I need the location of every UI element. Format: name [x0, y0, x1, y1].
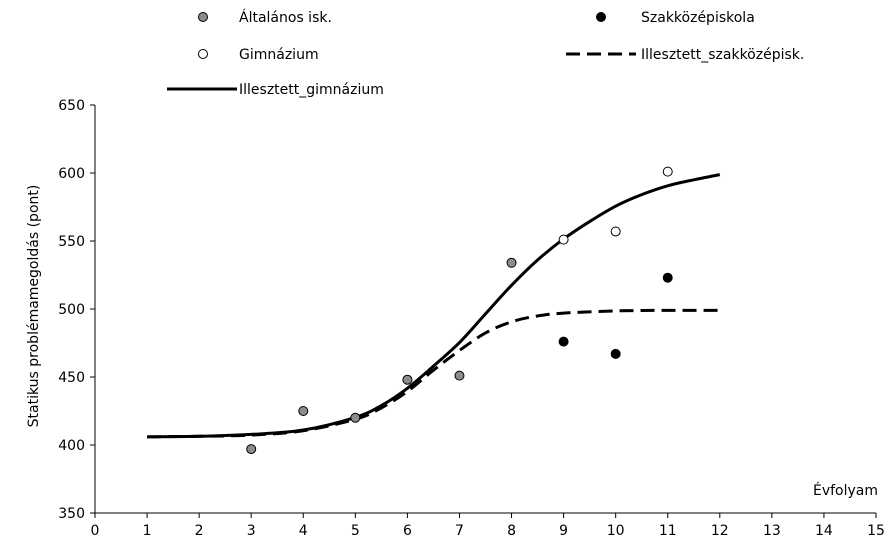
x-tick-label: 11 — [659, 523, 677, 539]
point-altalanos — [506, 257, 517, 268]
x-tick-label: 6 — [403, 523, 412, 539]
point-altalanos — [350, 412, 361, 423]
legend-label-altalanos: Általános isk. — [239, 9, 332, 26]
y-tick-label: 350 — [58, 506, 85, 522]
x-tick-label: 10 — [607, 523, 625, 539]
point-gimnazium — [662, 166, 673, 177]
x-axis-label: Évfolyam — [813, 482, 878, 499]
x-tick-label: 15 — [867, 523, 885, 539]
legend-marker-altalanos — [198, 12, 208, 22]
legend-label-fit-szakkozep: Illesztett_szakközépisk. — [641, 47, 804, 63]
x-tick-label: 4 — [299, 523, 308, 539]
point-szakkozep — [558, 336, 569, 347]
x-tick-label: 0 — [91, 523, 100, 539]
legend-label-gimnazium: Gimnázium — [239, 47, 319, 63]
x-tick-label: 7 — [455, 523, 464, 539]
x-tick-label: 2 — [195, 523, 204, 539]
point-szakkozep — [610, 348, 621, 359]
y-tick-label: 600 — [58, 166, 85, 182]
y-tick-label: 550 — [58, 234, 85, 250]
point-altalanos — [402, 374, 413, 385]
point-szakkozep — [662, 272, 673, 283]
y-axis-label: Statikus problémamegoldás (pont) — [26, 185, 42, 428]
y-tick-label: 500 — [58, 302, 85, 318]
y-tick-label: 400 — [58, 438, 85, 454]
point-altalanos — [246, 444, 257, 455]
point-altalanos — [298, 406, 309, 416]
y-tick-label: 650 — [58, 98, 85, 114]
plot-area — [147, 166, 721, 455]
x-tick-label: 3 — [247, 523, 256, 539]
x-tick-label: 9 — [559, 523, 568, 539]
x-tick-label: 13 — [763, 523, 781, 539]
point-gimnazium — [610, 226, 621, 237]
x-tick-label: 14 — [815, 523, 833, 539]
y-tick-label: 450 — [58, 370, 85, 386]
legend: Általános isk. Szakközépiskola Gimnázium… — [167, 9, 804, 98]
x-tick-label: 8 — [507, 523, 516, 539]
axes: 0 1 2 3 4 5 6 7 8 9 10 11 12 13 14 15350400450500550600… — [58, 98, 885, 539]
legend-marker-gimnazium — [198, 49, 208, 59]
point-altalanos — [454, 370, 465, 381]
legend-marker-szakkozep — [596, 12, 606, 22]
x-tick-label: 12 — [711, 523, 729, 539]
point-gimnazium — [558, 234, 569, 245]
legend-label-szakkozep: Szakközépiskola — [641, 10, 755, 26]
legend-label-fit-gimnazium: Illesztett_gimnázium — [239, 82, 384, 98]
x-tick-label: 1 — [143, 523, 152, 539]
fit-line-szakkozep — [147, 308, 720, 439]
x-tick-label: 5 — [351, 523, 360, 539]
fit-line-gimnazium — [147, 173, 721, 439]
